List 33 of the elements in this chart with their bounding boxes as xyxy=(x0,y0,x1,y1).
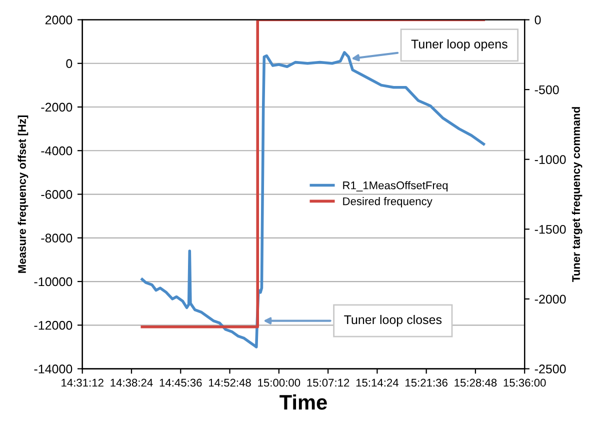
x-tick-label: 14:38:24 xyxy=(110,378,153,387)
y-tick-label: 0 xyxy=(66,59,72,68)
x-tick-label: 15:28:48 xyxy=(454,378,497,387)
y-tick-label: -8000 xyxy=(41,234,72,243)
legend-label: R1_1MeasOffsetFreq xyxy=(343,181,448,192)
x-tick-label: 14:31:12 xyxy=(62,378,104,387)
annotation: Tuner loop opens xyxy=(411,39,508,51)
y-tick-label: -14000 xyxy=(34,364,72,374)
y-tick-label: -4000 xyxy=(41,146,72,156)
y2-tick-label: -500 xyxy=(534,85,559,94)
y2-tick-label: -2000 xyxy=(534,294,566,304)
x-tick-label: 15:21:36 xyxy=(406,378,448,387)
y-axis-title: Measure frequency offset [Hz] xyxy=(18,116,28,273)
y-tick-label: 2000 xyxy=(45,16,72,24)
y-tick-label: -6000 xyxy=(41,190,72,199)
y2-tick-label: -1000 xyxy=(534,155,566,164)
line-series xyxy=(140,51,486,348)
x-axis-title: Time xyxy=(280,394,327,410)
y2-axis-title: Tuner target frequency command xyxy=(572,107,582,282)
x-tick-label: 15:14:24 xyxy=(356,378,398,387)
x-tick-label: 15:00:00 xyxy=(258,378,300,387)
legend-label: Desired frequency xyxy=(343,197,432,208)
y-tick-label: -10000 xyxy=(34,277,72,286)
y-tick-label: -2000 xyxy=(41,102,72,112)
y2-tick-label: -1500 xyxy=(534,224,566,234)
annotation: Tuner loop closes xyxy=(344,314,442,327)
y-tick-label: -12000 xyxy=(34,320,72,330)
x-tick-label: 14:52:48 xyxy=(208,378,251,387)
x-tick-label: 14:45:36 xyxy=(160,378,202,387)
x-tick-label: 15:36:00 xyxy=(504,378,546,387)
x-tick-label: 15:07:12 xyxy=(307,378,350,387)
y2-tick-label: -2500 xyxy=(534,364,566,374)
y2-tick-label: 0 xyxy=(534,16,541,24)
